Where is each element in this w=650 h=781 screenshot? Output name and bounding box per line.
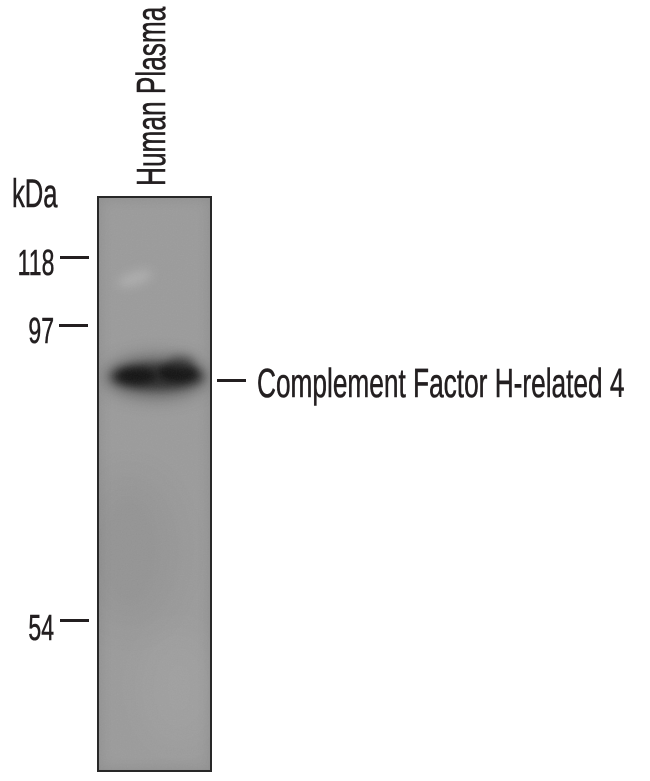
mw-marker-97-text: 97 bbox=[28, 310, 54, 351]
mw-tick-97 bbox=[59, 324, 88, 327]
kda-units-text: kDa bbox=[12, 172, 58, 216]
blot-lane-human-plasma bbox=[97, 196, 212, 772]
membrane-noise-texture bbox=[99, 198, 209, 769]
mw-marker-97: 97 bbox=[14, 310, 54, 352]
lane-label: Human Plasma bbox=[128, 0, 174, 186]
mw-tick-54 bbox=[60, 619, 89, 622]
band-label-text: Complement Factor H-related 4 bbox=[257, 360, 625, 406]
band-tick bbox=[217, 379, 246, 382]
mw-marker-118: 118 bbox=[0, 242, 54, 284]
kda-units-label: kDa bbox=[12, 172, 83, 217]
lane-label-text: Human Plasma bbox=[128, 6, 174, 186]
mw-marker-54: 54 bbox=[14, 607, 54, 649]
band-label: Complement Factor H-related 4 bbox=[257, 360, 650, 407]
mw-marker-118-text: 118 bbox=[17, 242, 54, 283]
mw-marker-54-text: 54 bbox=[28, 607, 54, 648]
mw-tick-118 bbox=[60, 256, 89, 259]
